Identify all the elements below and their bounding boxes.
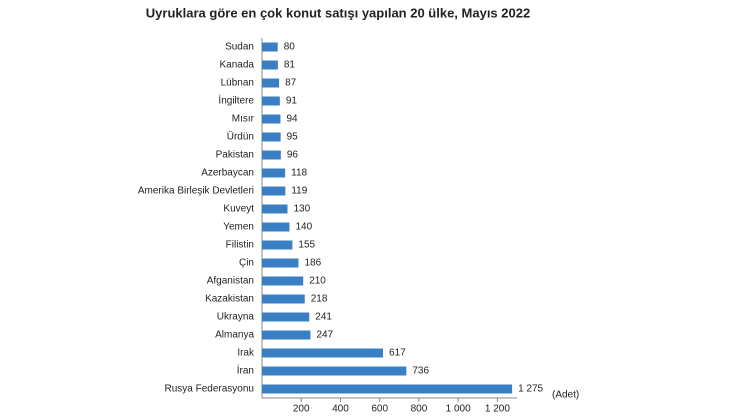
value-label: 118 (291, 168, 307, 179)
y-tick-label: Pakistan (216, 150, 254, 161)
x-tick-label: 1 000 (446, 404, 471, 415)
bar (262, 186, 286, 196)
bar (262, 78, 280, 88)
bar (262, 222, 290, 232)
y-tick-label: Filistin (226, 240, 254, 251)
y-tick-label: İran (237, 364, 254, 377)
y-tick-label: İngiltere (218, 94, 254, 107)
value-label: 95 (287, 132, 299, 143)
value-label: 87 (285, 78, 297, 89)
value-label: 247 (316, 330, 333, 341)
y-tick-label: Almanya (215, 330, 254, 341)
chart-title: Uyruklara göre en çok konut satışı yapıl… (146, 5, 530, 20)
x-tick-label: 600 (371, 404, 388, 415)
bar (262, 60, 278, 70)
y-tick-label: Sudan (225, 42, 254, 53)
bar (262, 258, 299, 268)
value-label: 130 (294, 204, 311, 215)
bar (262, 132, 281, 142)
bar (262, 96, 280, 106)
value-label: 736 (412, 366, 429, 377)
bar (262, 42, 278, 52)
value-label: 155 (298, 240, 315, 251)
value-label: 94 (286, 114, 298, 125)
y-tick-label: Yemen (223, 222, 254, 233)
value-label: 218 (311, 294, 328, 305)
bar (262, 312, 310, 322)
y-tick-label: Ukrayna (217, 312, 255, 323)
value-label: 80 (284, 42, 296, 53)
value-label: 186 (304, 258, 321, 269)
y-tick-label: Kanada (220, 60, 255, 71)
value-label: 617 (389, 348, 406, 359)
x-tick-label: 1 200 (485, 404, 510, 415)
value-label: 241 (315, 312, 332, 323)
y-tick-label: Kazakistan (205, 294, 254, 305)
y-tick-label: Azerbaycan (201, 168, 254, 179)
value-label: 1 275 (518, 384, 543, 395)
value-label: 210 (309, 276, 326, 287)
y-tick-label: Rusya Federasyonu (165, 384, 255, 395)
y-tick-label: Irak (237, 348, 255, 359)
value-label: 91 (286, 96, 298, 107)
bar (262, 240, 293, 250)
y-tick-label: Afganistan (207, 276, 254, 287)
y-tick-label: Ürdün (227, 131, 254, 143)
x-tick-label: 400 (332, 404, 349, 415)
x-axis-label: (Adet) (552, 390, 579, 401)
value-label: 140 (295, 222, 312, 233)
value-label: 81 (284, 60, 296, 71)
y-tick-label: Lübnan (221, 78, 254, 89)
value-label: 96 (287, 150, 299, 161)
y-tick-label: Kuveyt (223, 204, 254, 215)
x-tick-label: 200 (293, 404, 310, 415)
bar (262, 366, 407, 376)
bar (262, 348, 384, 358)
value-label: 119 (291, 186, 307, 197)
x-tick-label: 800 (411, 404, 428, 415)
bar (262, 150, 281, 160)
bar (262, 276, 304, 286)
bar (262, 384, 513, 394)
y-tick-label: Çin (239, 258, 254, 269)
bar (262, 168, 286, 178)
y-tick-label: Mısır (232, 114, 255, 125)
bar (262, 294, 305, 304)
bar (262, 114, 281, 124)
y-tick-label: Amerika Birleşik Devletleri (138, 186, 254, 197)
bar (262, 330, 311, 340)
bar (262, 204, 288, 214)
